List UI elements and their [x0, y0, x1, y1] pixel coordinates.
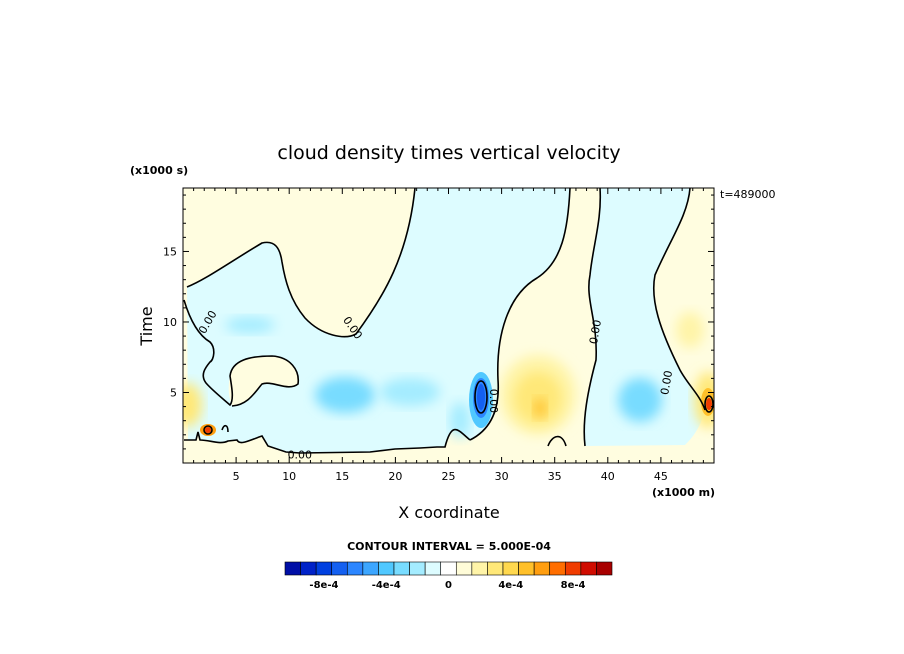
small-bump-1 — [221, 424, 229, 433]
contour-label-3: 0.00 — [487, 389, 500, 414]
contour-interval-label: CONTOUR INTERVAL = 5.000E-04 — [347, 540, 551, 553]
zero-contour-bottom — [184, 428, 471, 454]
colorbar-tick-label-3: 4e-4 — [498, 580, 523, 591]
x-tick-label-3: 20 — [388, 470, 402, 483]
neg-blob-2 — [315, 377, 375, 413]
x-tick-label-2: 15 — [335, 470, 349, 483]
neg-blob-3 — [380, 378, 440, 406]
neg-blob-1 — [225, 317, 275, 333]
colorbar-cell-13 — [487, 561, 504, 576]
colorbar-cell-19 — [580, 561, 597, 576]
x-ticks: 5 10 15 20 25 30 35 40 45 — [193, 188, 704, 483]
negative-region-right — [584, 188, 705, 446]
colorbar-cell-7 — [393, 561, 410, 576]
pos-left-1 — [183, 383, 202, 427]
pos-left-core — [205, 427, 211, 433]
colorbar-cell-5 — [362, 561, 379, 576]
colorbar-cell-8 — [409, 561, 426, 576]
pos-left-contour — [203, 425, 213, 435]
zero-contour-right-1 — [583, 188, 602, 447]
small-bump-2 — [547, 435, 567, 447]
x-tick-label-5: 30 — [495, 470, 509, 483]
x-tick-label-4: 25 — [442, 470, 456, 483]
colorbar — [284, 561, 613, 576]
x-axis-label: X coordinate — [398, 503, 499, 522]
x-tick-label-7: 40 — [601, 470, 615, 483]
colorbar-labels: -8e-4 -4e-4 0 4e-4 8e-4 — [309, 580, 585, 591]
zero-contour-mid — [469, 188, 571, 441]
colorbar-cell-2 — [315, 561, 333, 576]
colorbar-cell-11 — [455, 561, 473, 576]
neg-blob-4 — [618, 378, 662, 422]
neg-core-inner — [477, 384, 485, 410]
contour-label-5: 0.00 — [658, 370, 675, 396]
x-tick-label-1: 10 — [282, 470, 296, 483]
colorbar-cell-14 — [502, 561, 519, 576]
pos-pocket — [228, 356, 299, 406]
colorbar-cell-4 — [346, 561, 364, 576]
y-ticks: 5 10 15 — [163, 194, 714, 450]
x-tick-label-8: 45 — [654, 470, 668, 483]
colorbar-cell-18 — [564, 561, 582, 576]
colorbar-cell-12 — [471, 561, 488, 576]
y-unit-label: (x1000 s) — [130, 164, 188, 177]
colorbar-tick-label-1: -4e-4 — [372, 580, 401, 591]
chart-title: cloud density times vertical velocity — [277, 142, 620, 164]
contour-label-2: 0.00 — [288, 449, 313, 462]
colorbar-tick-label-4: 8e-4 — [561, 580, 586, 591]
pos-right-core — [706, 398, 712, 410]
contour-label-4: 0.00 — [587, 319, 604, 345]
y-tick-label-0: 5 — [170, 386, 177, 399]
colorbar-tick-label-0: -8e-4 — [309, 580, 338, 591]
zero-contour-upper-left — [186, 188, 416, 338]
colorbar-cell-0 — [284, 561, 301, 576]
pos-top-right — [676, 312, 704, 348]
colorbar-cell-16 — [533, 561, 551, 576]
pos-region-3 — [534, 398, 546, 418]
y-tick-label-1: 10 — [163, 316, 177, 329]
pos-right-contour — [704, 395, 714, 413]
colorbar-cell-9 — [424, 561, 442, 576]
zero-contour-right-2 — [652, 188, 706, 411]
colorbar-cell-17 — [549, 561, 566, 576]
neg-core-contour — [474, 380, 488, 414]
zero-contour-left-loop — [183, 299, 299, 407]
colorbar-cell-6 — [378, 561, 395, 576]
x-tick-label-0: 5 — [233, 470, 240, 483]
x-unit-label: (x1000 m) — [652, 486, 715, 499]
colorbar-cell-20 — [596, 561, 613, 576]
y-axis-label: Time — [137, 306, 156, 346]
plot-area: 0.00 0.000.000.000.000.00 — [183, 188, 714, 463]
colorbar-cell-3 — [331, 561, 348, 576]
pos-region-2 — [514, 372, 562, 424]
x-tick-label-6: 35 — [548, 470, 562, 483]
colorbar-cell-1 — [300, 561, 317, 576]
colorbar-cell-15 — [518, 561, 535, 576]
y-tick-label-2: 15 — [163, 245, 177, 258]
colorbar-cell-10 — [440, 561, 457, 576]
zero-contours — [183, 188, 714, 454]
time-stamp: t=489000 — [720, 188, 776, 201]
colorbar-tick-label-2: 0 — [445, 580, 452, 591]
